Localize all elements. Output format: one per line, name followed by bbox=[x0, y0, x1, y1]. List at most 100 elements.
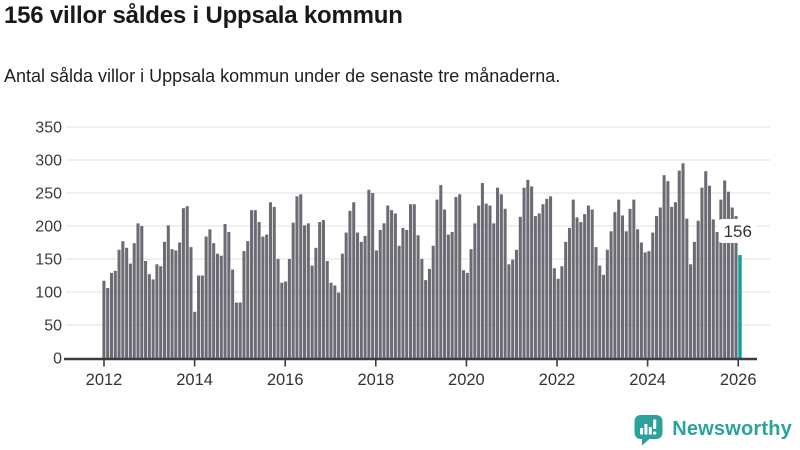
bar bbox=[666, 181, 670, 358]
bar bbox=[329, 282, 333, 358]
bar bbox=[503, 208, 507, 358]
bar bbox=[268, 202, 272, 358]
y-axis-label: 100 bbox=[35, 285, 62, 302]
bar bbox=[602, 274, 606, 358]
bar bbox=[605, 249, 609, 358]
bar bbox=[280, 282, 284, 358]
bar bbox=[685, 218, 689, 358]
bar bbox=[594, 247, 598, 358]
bar bbox=[488, 205, 492, 358]
x-axis-label: 2014 bbox=[176, 371, 213, 389]
bar bbox=[461, 270, 466, 358]
bar bbox=[401, 227, 405, 358]
chart-subtitle: Antal sålda villor i Uppsala kommun unde… bbox=[4, 66, 561, 86]
bar bbox=[734, 216, 738, 358]
bar bbox=[242, 251, 246, 358]
bar bbox=[113, 270, 117, 358]
bar bbox=[726, 191, 730, 358]
bar bbox=[393, 213, 397, 358]
bar bbox=[473, 223, 477, 358]
bar bbox=[174, 250, 178, 358]
bar bbox=[628, 208, 632, 358]
bar bbox=[412, 204, 416, 358]
bar bbox=[340, 253, 344, 358]
bar bbox=[128, 263, 132, 358]
x-axis-label: 2018 bbox=[357, 371, 394, 389]
bar bbox=[579, 222, 583, 358]
bar bbox=[408, 204, 413, 358]
bar bbox=[590, 209, 594, 358]
bar bbox=[136, 223, 140, 358]
bar bbox=[390, 210, 394, 358]
bar bbox=[121, 241, 125, 358]
bar bbox=[450, 231, 454, 358]
bar bbox=[318, 222, 322, 358]
bar bbox=[170, 249, 174, 358]
bar bbox=[416, 235, 420, 358]
bar bbox=[522, 187, 526, 358]
bar bbox=[295, 196, 299, 358]
x-axis-label: 2012 bbox=[86, 371, 123, 389]
bar bbox=[359, 241, 363, 358]
bar bbox=[325, 260, 329, 358]
bar bbox=[465, 272, 469, 358]
bar bbox=[276, 259, 280, 358]
bar bbox=[708, 185, 712, 358]
bar bbox=[715, 231, 719, 358]
bar bbox=[397, 245, 401, 358]
bar bbox=[662, 175, 666, 358]
bar bbox=[496, 187, 500, 358]
bar bbox=[227, 231, 231, 358]
bar bbox=[140, 226, 144, 358]
bar bbox=[382, 223, 386, 358]
bar bbox=[454, 196, 458, 358]
bar bbox=[125, 247, 129, 358]
bar bbox=[189, 247, 193, 358]
bar bbox=[314, 247, 318, 358]
bar bbox=[443, 209, 447, 358]
bar bbox=[681, 163, 685, 358]
bar bbox=[348, 210, 352, 358]
newsworthy-logo[interactable]: Newsworthy bbox=[632, 412, 792, 446]
bar bbox=[526, 179, 530, 358]
bar bbox=[193, 311, 197, 358]
bar bbox=[272, 206, 276, 358]
bar bbox=[321, 220, 325, 358]
bar bbox=[106, 288, 110, 358]
bar bbox=[507, 264, 511, 358]
bar bbox=[427, 268, 431, 358]
bar bbox=[632, 199, 636, 358]
y-axis-label: 0 bbox=[53, 351, 62, 368]
bar bbox=[219, 255, 223, 358]
bar bbox=[147, 274, 151, 358]
bar bbox=[549, 196, 553, 358]
bar bbox=[424, 280, 428, 358]
bar bbox=[598, 265, 602, 358]
bar bbox=[352, 202, 356, 358]
bar bbox=[636, 229, 640, 358]
bar bbox=[647, 251, 651, 358]
bar bbox=[204, 236, 208, 358]
bar bbox=[117, 249, 121, 358]
bar bbox=[541, 204, 545, 358]
bar bbox=[386, 205, 390, 358]
bar bbox=[639, 242, 643, 358]
bar bbox=[670, 206, 674, 358]
bar bbox=[162, 241, 167, 358]
bar bbox=[477, 205, 481, 358]
bar bbox=[371, 193, 375, 358]
bar bbox=[185, 206, 189, 358]
y-axis-label: 250 bbox=[35, 186, 62, 203]
bar bbox=[711, 219, 715, 358]
bar bbox=[181, 208, 185, 358]
bar bbox=[374, 250, 378, 358]
bar bbox=[363, 235, 367, 358]
bar bbox=[480, 183, 484, 358]
annotation-background bbox=[718, 219, 757, 243]
bar bbox=[704, 171, 708, 358]
bar-chart: 0 50 100 150 200 250 300 350 2012 2014 2016 2018 202… bbox=[35, 120, 770, 389]
y-axis-label: 300 bbox=[35, 153, 62, 170]
x-axis-label: 2020 bbox=[448, 371, 485, 389]
bar bbox=[144, 260, 148, 358]
bar bbox=[533, 216, 537, 358]
